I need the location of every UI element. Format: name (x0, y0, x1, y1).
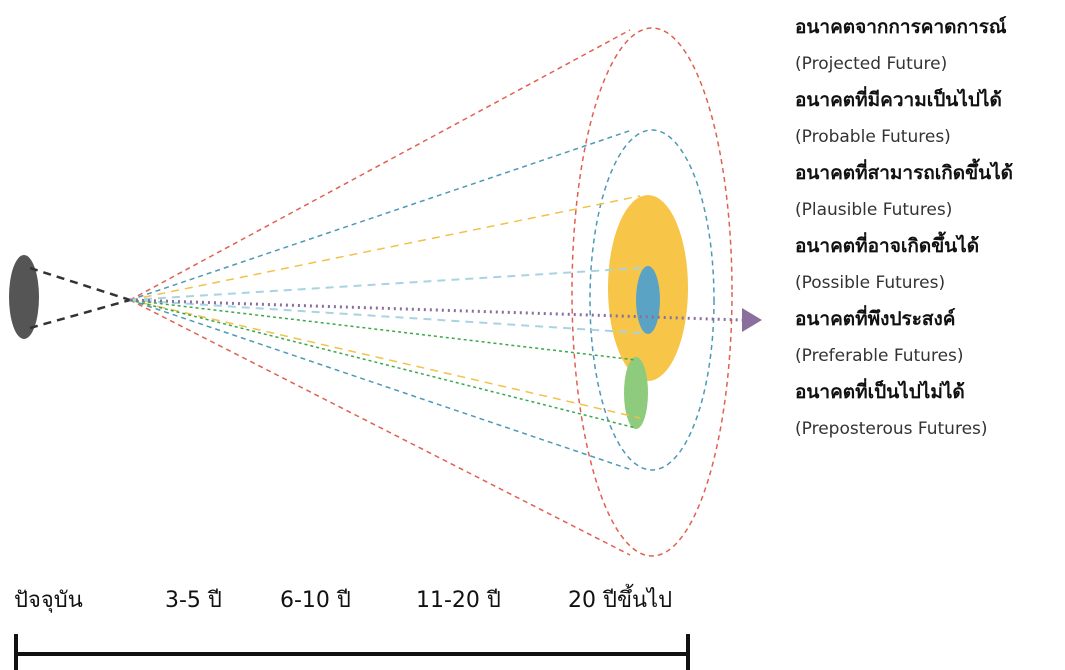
legend-item-possible: อนาคตที่อาจเกิดขึ้นได้ (Possible Futures… (795, 233, 1063, 295)
outer-cone-bottom-line (129, 299, 631, 556)
timeline-label-20-plus-years: 20 ปีขึ้นไป (568, 588, 673, 613)
blue-cone-bottom-line (129, 299, 633, 471)
yellow-cone-bottom-line (129, 299, 641, 419)
timeline-axis (16, 652, 688, 656)
observer-eye-icon (9, 255, 39, 339)
legend-thai-label: อนาคตที่สามารถเกิดขึ้นได้ (795, 162, 1014, 184)
legend-thai-label: อนาคตที่มีความเป็นไปได้ (795, 89, 1002, 111)
legend-english-label: (Projected Future) (795, 54, 948, 74)
legend-item-preposterous: อนาคตที่เป็นไปไม่ได้ (Preposterous Futur… (795, 379, 1063, 441)
outer-cone-top-line (129, 29, 631, 301)
timeline-label-present: ปัจจุบัน (14, 588, 83, 613)
lightblue-bottom-line (129, 299, 643, 334)
projected-arrowhead-icon (742, 308, 762, 332)
outer-cone-ellipse (571, 27, 733, 557)
legend-item-plausible: อนาคตที่สามารถเกิดขึ้นได้ (Plausible Fut… (795, 160, 1063, 222)
eye-sightline-top (29, 266, 131, 302)
probable-futures-area (636, 266, 660, 334)
yellow-cone-top-line (129, 195, 641, 301)
timeline-label-3-5-years: 3-5 ปี (165, 588, 222, 613)
preferable-futures-area (624, 357, 648, 429)
legend-english-label: (Preferable Futures) (795, 346, 964, 366)
legend-thai-label: อนาคตที่อาจเกิดขึ้นได้ (795, 235, 980, 257)
legend-english-label: (Plausible Futures) (795, 200, 953, 220)
legend-thai-label: อนาคตที่พึงประสงค์ (795, 308, 956, 330)
legend-english-label: (Possible Futures) (795, 273, 946, 293)
lightblue-top-line (129, 267, 643, 301)
green-bottom-line (129, 299, 637, 429)
projected-future-line (129, 298, 743, 322)
legend-item-preferable: อนาคตที่พึงประสงค์ (Preferable Futures) (795, 306, 1063, 368)
legend-item-projected: อนาคตจากการคาดการณ์ (Projected Future) (795, 14, 1063, 76)
legend-thai-label: อนาคตจากการคาดการณ์ (795, 16, 1007, 38)
timeline-label-11-20-years: 11-20 ปี (416, 588, 501, 613)
green-top-line (129, 299, 637, 361)
eye-sightline-bottom (29, 298, 131, 330)
blue-cone-ellipse (589, 129, 715, 471)
legend-thai-label: อนาคตที่เป็นไปไม่ได้ (795, 381, 965, 403)
legend-english-label: (Probable Futures) (795, 127, 951, 147)
legend-item-probable: อนาคตที่มีความเป็นไปได้ (Probable Future… (795, 87, 1063, 149)
timeline-label-6-10-years: 6-10 ปี (280, 588, 351, 613)
blue-cone-top-line (129, 129, 633, 301)
legend-english-label: (Preposterous Futures) (795, 419, 988, 439)
futures-legend: อนาคตจากการคาดการณ์ (Projected Future) อ… (795, 14, 1063, 452)
timeline-end-tick (686, 634, 690, 670)
